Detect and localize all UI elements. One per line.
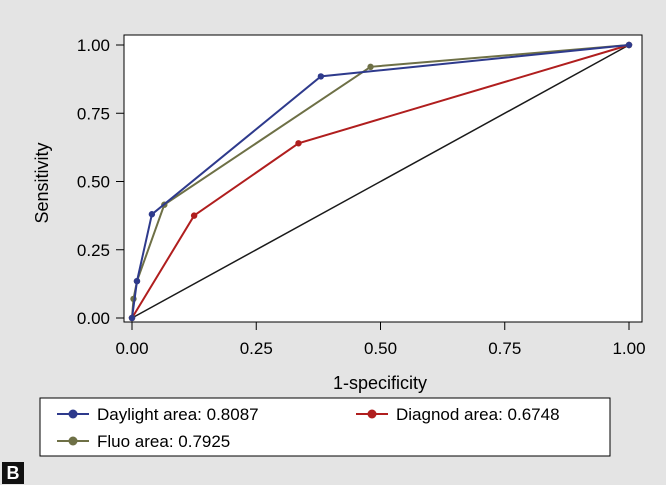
x-tick-label-1: 0.25 — [240, 339, 273, 358]
y-tick-label-1: 0.25 — [77, 241, 110, 260]
legend-swatch-marker-2 — [68, 436, 78, 446]
series-line-3 — [131, 44, 630, 319]
series-line-1 — [131, 44, 630, 319]
series-0-point-1 — [133, 277, 141, 285]
series-0-point-4 — [625, 41, 633, 49]
legend-item-1: Diagnod area: 0.6748 — [356, 405, 560, 424]
panel-label: B — [6, 463, 20, 483]
x-axis: 0.00 0.25 0.50 0.75 1.00 — [115, 322, 646, 358]
y-axis: 0.00 0.25 0.50 0.75 1.00 — [77, 36, 124, 328]
legend-box — [39, 397, 611, 457]
x-tick-label-4: 1.00 — [612, 339, 645, 358]
legend-label-2: Fluo area: 0.7925 — [97, 432, 230, 451]
y-tick-label-0: 0.00 — [77, 309, 110, 328]
legend-item-2: Fluo area: 0.7925 — [57, 432, 230, 451]
legend-swatch-marker-1 — [367, 409, 377, 419]
legend-label-1: Diagnod area: 0.6748 — [396, 405, 560, 424]
x-axis-label: 1-specificity — [333, 373, 427, 393]
series-0-point-0 — [128, 314, 136, 322]
x-tick-label-3: 0.75 — [488, 339, 521, 358]
y-tick-label-4: 1.00 — [77, 36, 110, 55]
legend-label-0: Daylight area: 0.8087 — [97, 405, 259, 424]
series-layer — [128, 41, 633, 322]
y-tick-label-2: 0.50 — [77, 173, 110, 192]
series-3 — [131, 44, 630, 319]
legend-item-0: Daylight area: 0.8087 — [57, 405, 259, 424]
y-axis-label: Sensitivity — [32, 142, 52, 223]
series-1-point-2 — [295, 140, 302, 147]
x-tick-label-2: 0.50 — [364, 339, 397, 358]
series-1-point-1 — [190, 212, 198, 219]
series-0-point-2 — [148, 211, 156, 218]
legend-swatch-marker-0 — [68, 409, 78, 419]
y-tick-label-3: 0.75 — [77, 104, 110, 123]
legend: Daylight area: 0.8087 Diagnod area: 0.674… — [57, 405, 560, 451]
series-2-point-4 — [367, 63, 374, 71]
panel-label-box: B — [2, 462, 24, 484]
x-tick-label-0: 0.00 — [115, 339, 148, 358]
series-0 — [128, 41, 633, 322]
series-0-point-3 — [317, 73, 325, 80]
